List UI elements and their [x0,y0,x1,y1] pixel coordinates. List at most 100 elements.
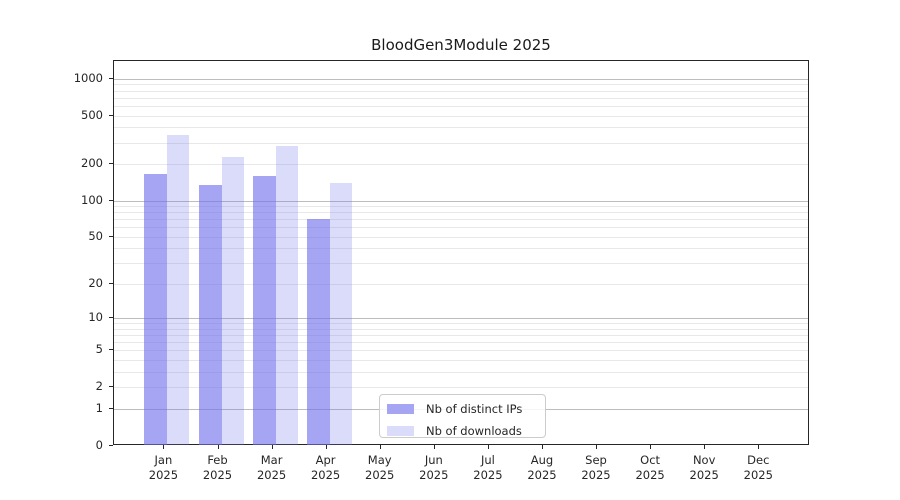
gridline-minor-4 [114,360,808,362]
x-tick-year-jul: 2025 [473,468,503,482]
y-tick-mark-1000 [109,77,113,79]
gridline-minor-400 [114,127,808,129]
chart-title: BloodGen3Module 2025 [371,36,551,54]
legend: Nb of distinct IPs Nb of downloads [379,394,546,438]
bar-jan-distinct-ips [144,174,168,445]
y-tick-label-2: 2 [95,379,103,394]
gridline-minor-700 [114,97,808,99]
x-tick-mark-may [379,445,381,449]
x-tick-year-apr: 2025 [310,468,341,482]
x-tick-mark-oct [650,445,652,449]
x-tick-year-jun: 2025 [419,468,449,482]
x-tick-year-dec: 2025 [743,468,773,482]
y-tick-mark-500 [109,114,113,116]
x-tick-year-jan: 2025 [148,468,179,482]
gridline-major-100 [114,200,808,202]
bar-mar-downloads [275,146,298,445]
y-tick-label-100: 100 [81,192,103,207]
x-tick-label-feb: Feb 2025 [188,453,248,483]
x-tick-year-oct: 2025 [635,468,665,482]
bar-jan-downloads [167,134,190,445]
gridline-minor-60 [114,227,808,229]
bar-feb-distinct-ips [198,184,222,445]
x-tick-label-aug: Aug 2025 [512,453,572,483]
gridline-minor-50 [114,236,808,238]
x-tick-mark-nov [704,445,706,449]
gridline-minor-5 [114,350,808,352]
gridline-minor-500 [114,115,808,117]
x-tick-mark-jul [487,445,489,449]
x-tick-month-sep: Sep [585,453,607,467]
x-tick-label-jun: Jun 2025 [404,453,464,483]
x-tick-month-feb: Feb [207,453,228,467]
x-tick-mark-sep [596,445,597,449]
y-tick-mark-5 [109,349,113,351]
x-tick-label-jan: Jan 2025 [133,453,193,483]
y-tick-mark-50 [109,235,113,237]
bar-feb-downloads [221,156,244,445]
gridline-minor-900 [114,84,808,86]
gridline-minor-600 [114,105,808,107]
x-tick-label-sep: Sep 2025 [566,453,626,483]
x-tick-month-nov: Nov [692,453,716,467]
gridline-minor-3 [114,371,808,373]
y-tick-label-10: 10 [88,310,103,325]
gridline-minor-9 [114,323,808,325]
bar-apr-downloads [329,182,352,445]
x-tick-month-aug: Aug [530,453,554,467]
gridline-minor-30 [114,263,808,265]
gridline-minor-800 [114,90,808,92]
x-tick-mark-dec [758,445,760,449]
y-tick-mark-1 [109,407,113,409]
y-tick-label-50: 50 [88,228,103,243]
gridline-major-1000 [114,78,808,80]
gridline-minor-20 [114,283,808,285]
legend-swatch-downloads [387,426,414,436]
gridline-minor-90 [114,206,808,208]
x-tick-month-dec: Dec [747,453,770,467]
bar-mar-distinct-ips [252,175,276,445]
x-tick-month-oct: Oct [640,453,661,467]
x-tick-month-may: May [367,453,392,467]
x-tick-label-may: May 2025 [350,453,410,483]
gridline-major-10 [114,318,808,320]
x-tick-label-nov: Nov 2025 [674,453,734,483]
x-tick-label-apr: Apr 2025 [296,453,356,483]
gridline-minor-6 [114,342,808,344]
x-tick-month-jun: Jun [424,453,443,467]
gridline-minor-200 [114,164,808,165]
gridline-minor-300 [114,142,808,144]
y-tick-mark-10 [109,317,113,319]
gridline-minor-7 [114,335,808,337]
x-tick-year-nov: 2025 [689,468,719,482]
x-tick-year-feb: 2025 [202,468,233,482]
legend-label-distinct-ips: Nb of distinct IPs [426,402,523,416]
y-tick-mark-100 [109,199,113,201]
x-tick-month-apr: Apr [315,453,336,467]
x-tick-mark-jan [163,445,165,449]
x-tick-year-aug: 2025 [527,468,557,482]
x-tick-mark-feb [217,445,219,449]
x-tick-label-jul: Jul 2025 [458,453,518,483]
legend-label-downloads: Nb of downloads [426,424,522,438]
x-tick-mark-jun [433,445,435,449]
y-tick-label-5: 5 [95,342,103,357]
x-tick-label-dec: Dec 2025 [728,453,788,483]
gridline-minor-2 [114,387,808,389]
gridline-minor-8 [114,328,808,330]
x-tick-month-jul: Jul [480,453,495,467]
y-tick-label-20: 20 [88,275,103,290]
x-tick-year-mar: 2025 [256,468,287,482]
y-tick-mark-20 [109,282,113,284]
legend-item-distinct-ips: Nb of distinct IPs [387,401,535,417]
y-tick-label-0: 0 [95,437,103,452]
y-tick-mark-2 [109,386,113,388]
bar-apr-distinct-ips [306,219,330,445]
x-tick-label-oct: Oct 2025 [620,453,680,483]
y-tick-mark-200 [109,163,113,164]
legend-swatch-distinct-ips [387,404,414,414]
gridline-minor-80 [114,212,808,214]
x-tick-mark-apr [325,445,327,449]
y-tick-label-500: 500 [81,107,103,122]
